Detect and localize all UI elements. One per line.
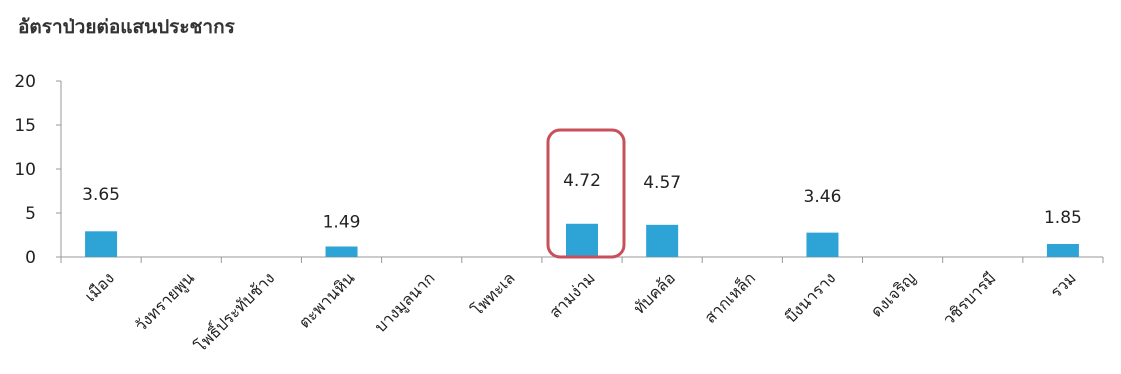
x-tick-label: สากเหล็ก <box>700 268 759 327</box>
x-tick-label: วชิรบารมี <box>939 268 1000 329</box>
x-tick-label: บางมูลนาก <box>371 268 440 337</box>
data-label: 3.46 <box>804 187 842 207</box>
highlight-box <box>546 128 626 259</box>
x-tick-label: โพธิ์ประทับช้าง <box>189 267 278 356</box>
x-tick-label: ตะพานหิน <box>295 268 359 332</box>
bar-สามง่าม <box>566 223 598 257</box>
data-label: 4.72 <box>563 171 601 191</box>
chart-title: อัตราป่วยต่อแสนประชากร <box>18 16 235 38</box>
data-label: 1.49 <box>323 213 361 233</box>
data-label: 1.85 <box>1044 208 1082 228</box>
x-tick-label: สามง่าม <box>545 268 598 321</box>
y-tick-label: 15 <box>14 116 36 136</box>
bar-ตะพานหิน <box>325 246 358 257</box>
y-tick-label: 20 <box>14 72 36 92</box>
x-tick-label: เมือง <box>81 268 118 305</box>
data-label: 3.65 <box>82 185 120 205</box>
y-tick-label: 5 <box>25 204 36 224</box>
y-tick-label: 0 <box>25 248 36 268</box>
bar-บึงนาราง <box>806 232 839 257</box>
x-tick-label: วังทรายพูน <box>131 268 199 336</box>
bar-เมือง <box>85 231 118 257</box>
x-tick-label: ดงเจริญ <box>867 268 920 321</box>
x-tick-label: บึงนาราง <box>781 268 839 326</box>
x-tick-label: รวม <box>1046 268 1079 301</box>
x-tick-label: โพทะเล <box>467 268 518 319</box>
bar-รวม <box>1046 243 1079 257</box>
bar-ทับคล้อ <box>646 224 679 257</box>
data-label: 4.57 <box>643 173 681 193</box>
x-tick-label: ทับคล้อ <box>630 268 679 317</box>
y-tick-label: 10 <box>14 160 36 180</box>
